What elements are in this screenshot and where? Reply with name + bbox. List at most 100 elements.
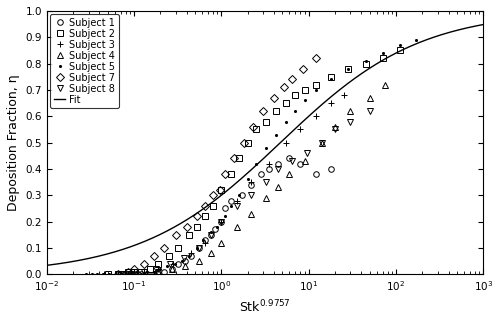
Line: Fit: Fit bbox=[47, 24, 484, 265]
Subject 5 bbox=[94, 272, 100, 276]
Subject 8 bbox=[348, 119, 354, 123]
Subject 5 bbox=[273, 133, 279, 137]
Subject 5 bbox=[186, 254, 192, 258]
Subject 2 bbox=[363, 62, 369, 66]
Subject 2 bbox=[186, 233, 192, 237]
Subject 1 bbox=[182, 259, 188, 263]
Subject 3 bbox=[340, 93, 346, 97]
Subject 2 bbox=[228, 172, 234, 176]
Subject 5 bbox=[200, 238, 206, 242]
Subject 7 bbox=[290, 78, 296, 81]
Subject 2 bbox=[273, 109, 279, 113]
Subject 7 bbox=[231, 156, 237, 160]
Subject 2 bbox=[125, 270, 131, 273]
Subject 2 bbox=[166, 254, 172, 258]
Line: Subject 8: Subject 8 bbox=[128, 108, 372, 277]
Subject 4 bbox=[141, 272, 147, 276]
Subject 4 bbox=[332, 125, 338, 129]
Subject 7 bbox=[115, 272, 121, 276]
Subject 1 bbox=[248, 183, 254, 187]
Subject 5 bbox=[253, 162, 259, 166]
Subject 1 bbox=[202, 238, 208, 242]
Subject 7 bbox=[152, 254, 158, 258]
Subject 7 bbox=[260, 109, 266, 113]
Subject 7 bbox=[161, 246, 167, 250]
Subject 1 bbox=[218, 220, 224, 223]
Subject 7 bbox=[241, 141, 247, 145]
Subject 5 bbox=[83, 272, 89, 276]
Subject 4 bbox=[286, 172, 292, 176]
Subject 8 bbox=[318, 141, 324, 145]
Subject 7 bbox=[216, 188, 222, 192]
Line: Subject 1: Subject 1 bbox=[115, 156, 334, 277]
Subject 7 bbox=[184, 225, 190, 229]
Legend: Subject 1, Subject 2, Subject 3, Subject 4, Subject 5, Subject 7, Subject 8, Fit: Subject 1, Subject 2, Subject 3, Subject… bbox=[50, 14, 119, 109]
Subject 2 bbox=[345, 67, 351, 71]
Subject 1 bbox=[298, 162, 304, 166]
Y-axis label: Deposition Fraction, η: Deposition Fraction, η bbox=[7, 74, 20, 211]
Subject 4 bbox=[382, 83, 388, 87]
Subject 5 bbox=[138, 272, 144, 276]
Line: Subject 5: Subject 5 bbox=[84, 38, 418, 276]
Subject 1 bbox=[286, 156, 292, 160]
Subject 5 bbox=[302, 99, 308, 102]
Subject 5 bbox=[89, 272, 95, 276]
Subject 2 bbox=[146, 267, 152, 271]
Subject 7 bbox=[131, 267, 137, 271]
Subject 1 bbox=[161, 270, 167, 273]
Subject 2 bbox=[262, 119, 268, 123]
Subject 5 bbox=[106, 272, 112, 276]
Subject 1 bbox=[258, 172, 264, 176]
Subject 8 bbox=[262, 180, 268, 184]
Subject 3 bbox=[283, 141, 289, 145]
Subject 4 bbox=[234, 225, 240, 229]
Subject 4 bbox=[182, 264, 188, 268]
Subject 5 bbox=[283, 119, 289, 123]
Subject 8 bbox=[304, 151, 310, 155]
Subject 1 bbox=[196, 246, 202, 250]
Subject 3 bbox=[170, 262, 176, 266]
Subject 2 bbox=[244, 141, 250, 145]
Subject 5 bbox=[312, 88, 318, 92]
Fit bbox=[44, 263, 50, 267]
Subject 2 bbox=[156, 262, 162, 266]
Subject 1 bbox=[131, 272, 137, 276]
Subject 7 bbox=[210, 193, 216, 197]
Subject 3 bbox=[115, 272, 121, 276]
Line: Subject 2: Subject 2 bbox=[105, 48, 403, 277]
Subject 5 bbox=[380, 51, 386, 55]
Subject 7 bbox=[125, 270, 131, 273]
Subject 3 bbox=[144, 272, 150, 276]
Subject 5 bbox=[396, 43, 402, 47]
Subject 1 bbox=[176, 262, 182, 266]
Fit bbox=[220, 192, 226, 195]
Subject 3 bbox=[125, 272, 131, 276]
Subject 5 bbox=[131, 272, 137, 276]
Subject 5 bbox=[119, 272, 125, 276]
Subject 1 bbox=[238, 193, 244, 197]
Subject 5 bbox=[208, 230, 214, 234]
Subject 5 bbox=[164, 264, 170, 268]
Subject 7 bbox=[222, 172, 228, 176]
Subject 5 bbox=[236, 193, 242, 197]
Subject 8 bbox=[234, 204, 240, 208]
Subject 1 bbox=[127, 272, 133, 276]
X-axis label: Stk$^{0.9757}$: Stk$^{0.9757}$ bbox=[240, 298, 291, 315]
Subject 1 bbox=[222, 206, 228, 210]
Subject 4 bbox=[248, 212, 254, 216]
Subject 1 bbox=[156, 270, 162, 273]
Subject 5 bbox=[126, 272, 132, 276]
Subject 7 bbox=[312, 56, 318, 60]
Subject 5 bbox=[244, 177, 250, 181]
Subject 8 bbox=[168, 262, 173, 266]
Subject 8 bbox=[181, 257, 187, 260]
Subject 2 bbox=[328, 75, 334, 79]
Subject 2 bbox=[302, 88, 308, 92]
Subject 1 bbox=[266, 167, 272, 171]
Subject 8 bbox=[248, 193, 254, 197]
Subject 4 bbox=[262, 196, 268, 200]
Subject 1 bbox=[125, 272, 131, 276]
Subject 3 bbox=[188, 251, 194, 255]
Subject 5 bbox=[158, 267, 164, 271]
Subject 3 bbox=[156, 267, 162, 271]
